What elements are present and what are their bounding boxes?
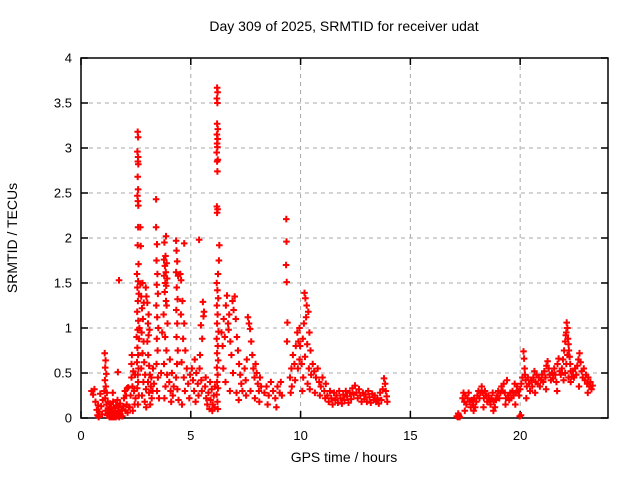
y-tick-label: 1.5 — [54, 276, 72, 291]
x-tick-label: 5 — [187, 428, 194, 443]
axis-ticks — [80, 57, 608, 419]
y-tick-label: 3.5 — [54, 96, 72, 111]
x-tick-label: 10 — [293, 428, 307, 443]
data-points — [88, 84, 596, 421]
y-axis-label: SRMTID / TECUs — [4, 183, 20, 293]
y-tick-label: 0.5 — [54, 366, 72, 381]
x-tick-label: 0 — [77, 428, 84, 443]
plot-frame — [80, 57, 609, 419]
chart-title: Day 309 of 2025, SRMTID for receiver uda… — [209, 18, 478, 34]
y-tick-label: 2.5 — [54, 186, 72, 201]
tick-labels: 0 5 10 15 20 0 0.5 1 1.5 2 2.5 3 3.5 4 — [54, 51, 527, 444]
y-tick-label: 3 — [65, 141, 72, 156]
x-axis-label: GPS time / hours — [291, 449, 398, 465]
x-tick-label: 20 — [513, 428, 527, 443]
y-tick-label: 2 — [65, 231, 72, 246]
y-tick-label: 0 — [65, 411, 72, 426]
gridlines — [81, 58, 608, 418]
x-tick-label: 15 — [403, 428, 417, 443]
y-tick-label: 4 — [65, 51, 72, 66]
y-tick-label: 1 — [65, 321, 72, 336]
